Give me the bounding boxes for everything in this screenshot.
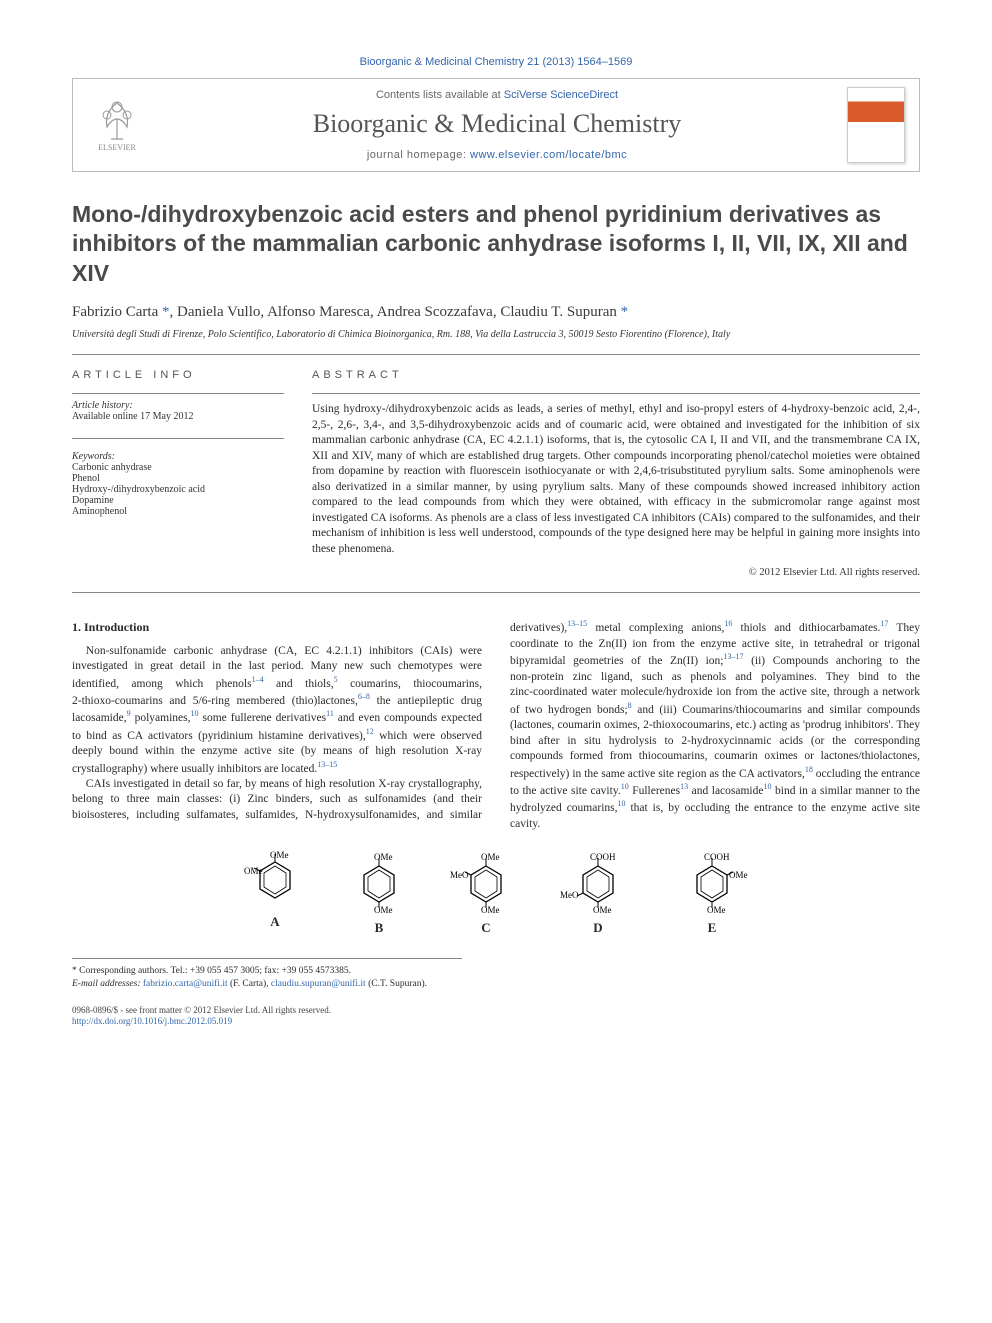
structure-e: COOH OMe OMe E (672, 850, 752, 936)
journal-masthead: ELSEVIER Contents lists available at Sci… (72, 78, 920, 172)
ref[interactable]: 6–8 (358, 692, 370, 701)
svg-text:MeO: MeO (450, 870, 469, 880)
email-line: E-mail addresses: fabrizio.carta@unifi.i… (72, 978, 462, 991)
body-text: metal complexing anions, (587, 622, 724, 634)
author: Daniela Vullo (177, 304, 260, 320)
svg-text:COOH: COOH (590, 852, 616, 862)
ref[interactable]: 13–17 (724, 652, 744, 661)
abstract-copyright: © 2012 Elsevier Ltd. All rights reserved… (312, 567, 920, 578)
affiliation: Università degli Studi di Firenze, Polo … (72, 329, 920, 340)
svg-text:OMe: OMe (707, 905, 726, 915)
svg-text:OMe: OMe (374, 905, 393, 915)
email-label: E-mail addresses: (72, 979, 141, 989)
body-text: and thiols, (264, 678, 334, 690)
benzene-icon: OMe OMe (240, 850, 310, 910)
svg-text:OMe: OMe (593, 905, 612, 915)
ref[interactable]: 13 (680, 782, 688, 791)
author-list: Fabrizio Carta *, Daniela Vullo, Alfonso… (72, 304, 920, 321)
svg-text:OMe: OMe (481, 905, 500, 915)
author: Andrea Scozzafava (377, 304, 493, 320)
footnotes: * Corresponding authors. Tel.: +39 055 4… (72, 958, 462, 991)
section-heading: 1. Introduction (72, 619, 482, 635)
paragraph: Non-sulfonamide carbonic anhydrase (CA, … (72, 644, 482, 777)
structure-d: COOH MeO OMe D (558, 850, 638, 936)
body-text: some fullerene derivatives (199, 712, 327, 724)
structure-label: A (240, 914, 310, 930)
benzene-icon: OMe OMe (344, 850, 414, 916)
journal-name: Bioorganic & Medicinal Chemistry (159, 109, 835, 139)
journal-cover-thumbnail (847, 87, 905, 163)
elsevier-label: ELSEVIER (98, 143, 136, 152)
ref[interactable]: 11 (326, 709, 334, 718)
structure-c: OMe MeO OMe C (448, 850, 524, 936)
structure-label: D (558, 920, 638, 936)
contents-prefix: Contents lists available at (376, 89, 504, 101)
history-value: Available online 17 May 2012 (72, 411, 284, 422)
corresponding-mark: * (617, 304, 628, 320)
corresponding-mark: * (158, 304, 169, 320)
ref[interactable]: 1–4 (252, 675, 264, 684)
structure-label: E (672, 920, 752, 936)
keyword: Hydroxy-/dihydroxybenzoic acid (72, 484, 284, 495)
bottom-metadata: 0968-0896/$ - see front matter © 2012 El… (72, 1005, 920, 1028)
elsevier-tree-icon (95, 99, 139, 143)
front-matter-line: 0968-0896/$ - see front matter © 2012 El… (72, 1005, 920, 1017)
divider (72, 354, 920, 355)
structure-label: B (344, 920, 414, 936)
article-info-heading: ARTICLE INFO (72, 369, 284, 381)
abstract-text: Using hydroxy-/dihydroxybenzoic acids as… (312, 402, 920, 557)
ref[interactable]: 13–15 (317, 760, 337, 769)
benzene-icon: OMe MeO OMe (448, 850, 524, 916)
body-text: polyamines, (131, 712, 191, 724)
ref[interactable]: 10 (621, 782, 629, 791)
author: Claudiu T. Supuran (500, 304, 617, 320)
article-info-column: ARTICLE INFO Article history: Available … (72, 369, 284, 578)
keywords-label: Keywords: (72, 451, 284, 462)
elsevier-logo: ELSEVIER (87, 90, 147, 160)
body-text: Fullerenes (629, 785, 680, 797)
svg-text:OMe: OMe (481, 852, 500, 862)
journal-homepage-line: journal homepage: www.elsevier.com/locat… (159, 149, 835, 161)
author: Fabrizio Carta (72, 304, 158, 320)
corresponding-note: * Corresponding authors. Tel.: +39 055 4… (72, 965, 462, 978)
doi-link[interactable]: http://dx.doi.org/10.1016/j.bmc.2012.05.… (72, 1016, 232, 1026)
sciencedirect-link[interactable]: SciVerse ScienceDirect (504, 89, 618, 101)
keyword: Dopamine (72, 495, 284, 506)
homepage-link[interactable]: www.elsevier.com/locate/bmc (470, 149, 627, 161)
svg-text:OMe: OMe (270, 850, 289, 860)
benzene-icon: COOH OMe OMe (672, 850, 752, 916)
ref[interactable]: 13–15 (567, 619, 587, 628)
body-text: and lacosamide (688, 785, 763, 797)
ref[interactable]: 10 (191, 709, 199, 718)
keyword: Phenol (72, 473, 284, 484)
abstract-heading: ABSTRACT (312, 369, 920, 381)
article-title: Mono-/dihydroxybenzoic acid esters and p… (72, 200, 920, 288)
article-body: 1. Introduction Non-sulfonamide carbonic… (72, 619, 920, 832)
divider (72, 592, 920, 593)
svg-text:COOH: COOH (704, 852, 730, 862)
structure-b: OMe OMe B (344, 850, 414, 936)
citation-line: Bioorganic & Medicinal Chemistry 21 (201… (72, 56, 920, 68)
body-text: thiols and dithiocarbamates. (732, 622, 880, 634)
email-attribution: (F. Carta), (230, 979, 269, 989)
ref[interactable]: 18 (805, 765, 813, 774)
svg-text:OMe: OMe (729, 870, 748, 880)
structure-label: C (448, 920, 524, 936)
history-label: Article history: (72, 400, 284, 411)
email-attribution: (C.T. Supuran). (368, 979, 427, 989)
author: Alfonso Maresca (267, 304, 370, 320)
keyword: Aminophenol (72, 506, 284, 517)
keyword: Carbonic anhydrase (72, 462, 284, 473)
svg-text:MeO: MeO (560, 890, 579, 900)
email-link[interactable]: claudiu.supuran@unifi.it (271, 979, 366, 989)
ref[interactable]: 12 (366, 727, 374, 736)
chemical-structures-row: OMe OMe A OMe OMe B OMe MeO (72, 850, 920, 936)
homepage-prefix: journal homepage: (367, 149, 470, 161)
structure-a: OMe OMe A (240, 850, 310, 936)
svg-text:OMe: OMe (374, 852, 393, 862)
email-link[interactable]: fabrizio.carta@unifi.it (143, 979, 228, 989)
benzene-icon: COOH MeO OMe (558, 850, 638, 916)
abstract-column: ABSTRACT Using hydroxy-/dihydroxybenzoic… (312, 369, 920, 578)
contents-available-line: Contents lists available at SciVerse Sci… (159, 89, 835, 101)
